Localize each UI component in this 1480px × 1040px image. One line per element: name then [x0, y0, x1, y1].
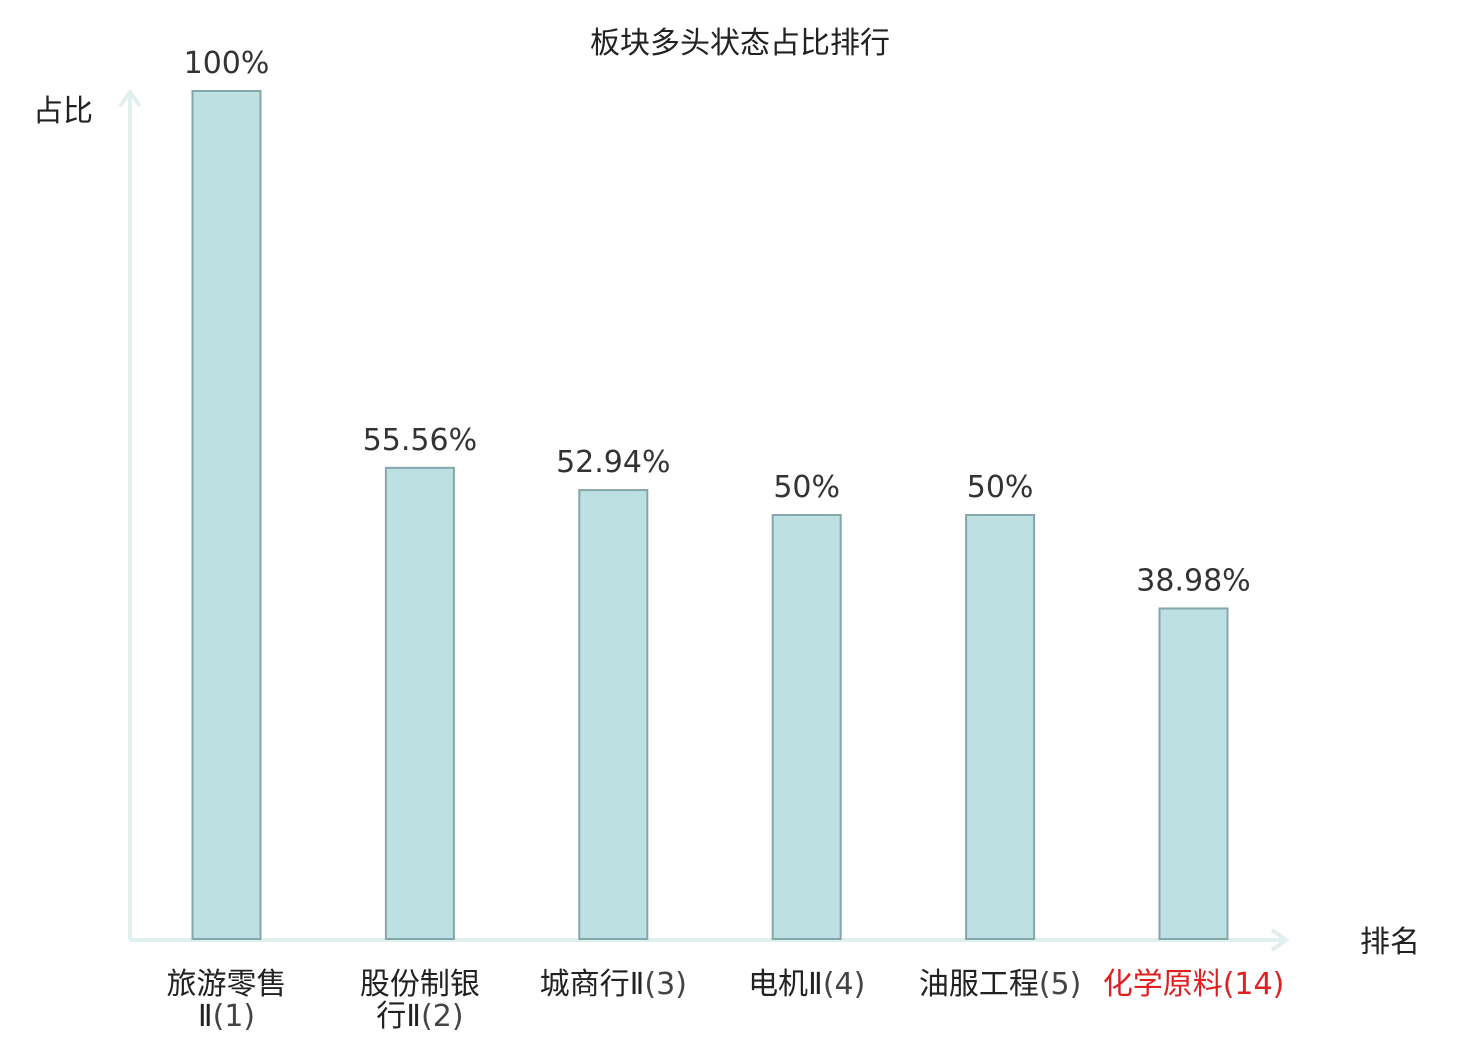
value-label-4: 50% — [773, 470, 840, 505]
bar-2 — [384, 466, 455, 940]
bar-group: 100% 旅游零售 Ⅱ(1) 55.56% 股份制银行Ⅱ(2) 52.94% 城商行Ⅱ(3)… — [167, 46, 1285, 1034]
value-label-3: 52.94% — [556, 445, 670, 480]
y-axis-arrow-icon — [118, 88, 142, 108]
bar-1 — [191, 90, 262, 940]
value-label-1: 100% — [184, 46, 270, 81]
x-axis-title: 排名 — [1360, 925, 1420, 960]
bar-6 — [1158, 607, 1229, 940]
x-tick-label-5: 油服工程(5) — [919, 967, 1082, 1002]
x-tick-label-3: 城商行Ⅱ(3) — [540, 967, 687, 1002]
x-axis-arrow-icon — [1270, 928, 1290, 952]
y-axis-title: 占比 — [33, 94, 93, 129]
bar-4 — [771, 514, 842, 940]
value-label-5: 50% — [967, 470, 1034, 505]
x-tick-label-6: 化学原料(14) — [1103, 967, 1285, 1002]
x-tick-label-4: 电机Ⅱ(4) — [748, 967, 865, 1002]
bar-3 — [578, 489, 649, 940]
x-tick-label-2: 股份制银行Ⅱ(2) — [360, 967, 480, 1034]
chart-title: 板块多头状态占比排行 — [590, 26, 890, 61]
bar-5 — [965, 514, 1036, 940]
x-tick-label-1: 旅游零售 Ⅱ(1) — [167, 967, 287, 1034]
value-label-2: 55.56% — [363, 423, 477, 458]
value-label-6: 38.98% — [1136, 563, 1250, 598]
